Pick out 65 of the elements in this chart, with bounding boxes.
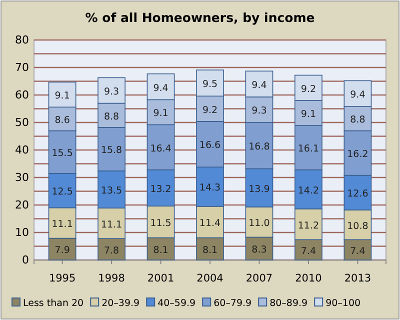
- data-label: 7.9: [54, 245, 70, 256]
- data-label: 9.1: [300, 109, 316, 120]
- legend-label: 20–39.9: [102, 298, 140, 309]
- data-label: 9.1: [153, 108, 168, 120]
- legend-label: 60–79.9: [214, 298, 252, 309]
- data-label: 13.9: [248, 184, 270, 195]
- legend-label: 90–100: [326, 298, 361, 309]
- data-label: 9.1: [54, 90, 70, 102]
- data-label: 8.8: [350, 114, 366, 126]
- y-tick-label: 70: [15, 61, 29, 74]
- x-tick-label: 2004: [196, 272, 224, 284]
- legend-label: 40–59.9: [158, 298, 196, 309]
- data-label: 9.4: [350, 90, 366, 101]
- data-label: 9.4: [153, 82, 168, 94]
- chart-title: % of all Homeowners, by income: [85, 10, 315, 25]
- data-label: 9.4: [252, 80, 267, 91]
- data-label: 9.2: [300, 84, 316, 95]
- x-tick-label: 1995: [48, 272, 76, 284]
- data-label: 12.5: [52, 186, 73, 198]
- data-label: 9.5: [202, 79, 218, 90]
- data-label: 9.2: [202, 104, 218, 116]
- data-label: 15.8: [100, 145, 122, 156]
- legend-label: 80–89.9: [270, 298, 308, 309]
- data-label: 11.4: [199, 218, 221, 230]
- data-label: 15.5: [52, 148, 73, 160]
- data-label: 13.5: [100, 185, 122, 196]
- data-label: 11.5: [150, 218, 172, 229]
- data-label: 9.3: [104, 86, 120, 98]
- data-label: 12.6: [347, 188, 368, 200]
- data-label: 14.3: [199, 182, 221, 194]
- y-tick-label: 80: [15, 34, 29, 47]
- data-label: 7.8: [104, 245, 120, 256]
- data-label: 8.1: [202, 244, 218, 256]
- data-label: 16.8: [248, 142, 270, 153]
- y-tick-label: 60: [15, 88, 29, 102]
- data-label: 16.6: [199, 140, 221, 152]
- data-label: 7.4: [300, 246, 316, 257]
- y-tick-label: 50: [15, 116, 29, 130]
- y-tick-label: 40: [15, 144, 29, 157]
- y-tick-label: 10: [15, 226, 29, 240]
- x-tick-label: 2010: [295, 272, 322, 284]
- data-label: 10.8: [347, 220, 368, 232]
- data-label: 8.6: [54, 114, 70, 126]
- x-tick-label: 2001: [147, 272, 174, 284]
- data-label: 14.2: [298, 185, 320, 196]
- data-label: 8.8: [104, 111, 120, 122]
- y-tick-label: 0: [22, 254, 29, 267]
- data-label: 13.2: [150, 184, 172, 195]
- data-label: 7.4: [350, 246, 366, 257]
- data-label: 11.2: [298, 220, 320, 232]
- data-label: 16.2: [347, 149, 368, 160]
- legend-label: Less than 20: [23, 298, 84, 309]
- data-label: 11.0: [248, 218, 270, 230]
- data-label: 8.3: [252, 244, 267, 256]
- y-tick-label: 20: [15, 198, 29, 212]
- data-label: 11.1: [52, 219, 73, 230]
- y-tick-label: 30: [15, 171, 29, 184]
- data-label: 11.1: [100, 219, 122, 230]
- x-tick-label: 2013: [344, 272, 372, 284]
- x-tick-label: 1998: [98, 272, 125, 284]
- data-label: 16.1: [298, 144, 320, 155]
- data-label: 16.4: [150, 143, 172, 154]
- x-tick-label: 2007: [246, 272, 273, 284]
- data-label: 9.3: [252, 106, 267, 117]
- data-label: 8.1: [153, 244, 168, 256]
